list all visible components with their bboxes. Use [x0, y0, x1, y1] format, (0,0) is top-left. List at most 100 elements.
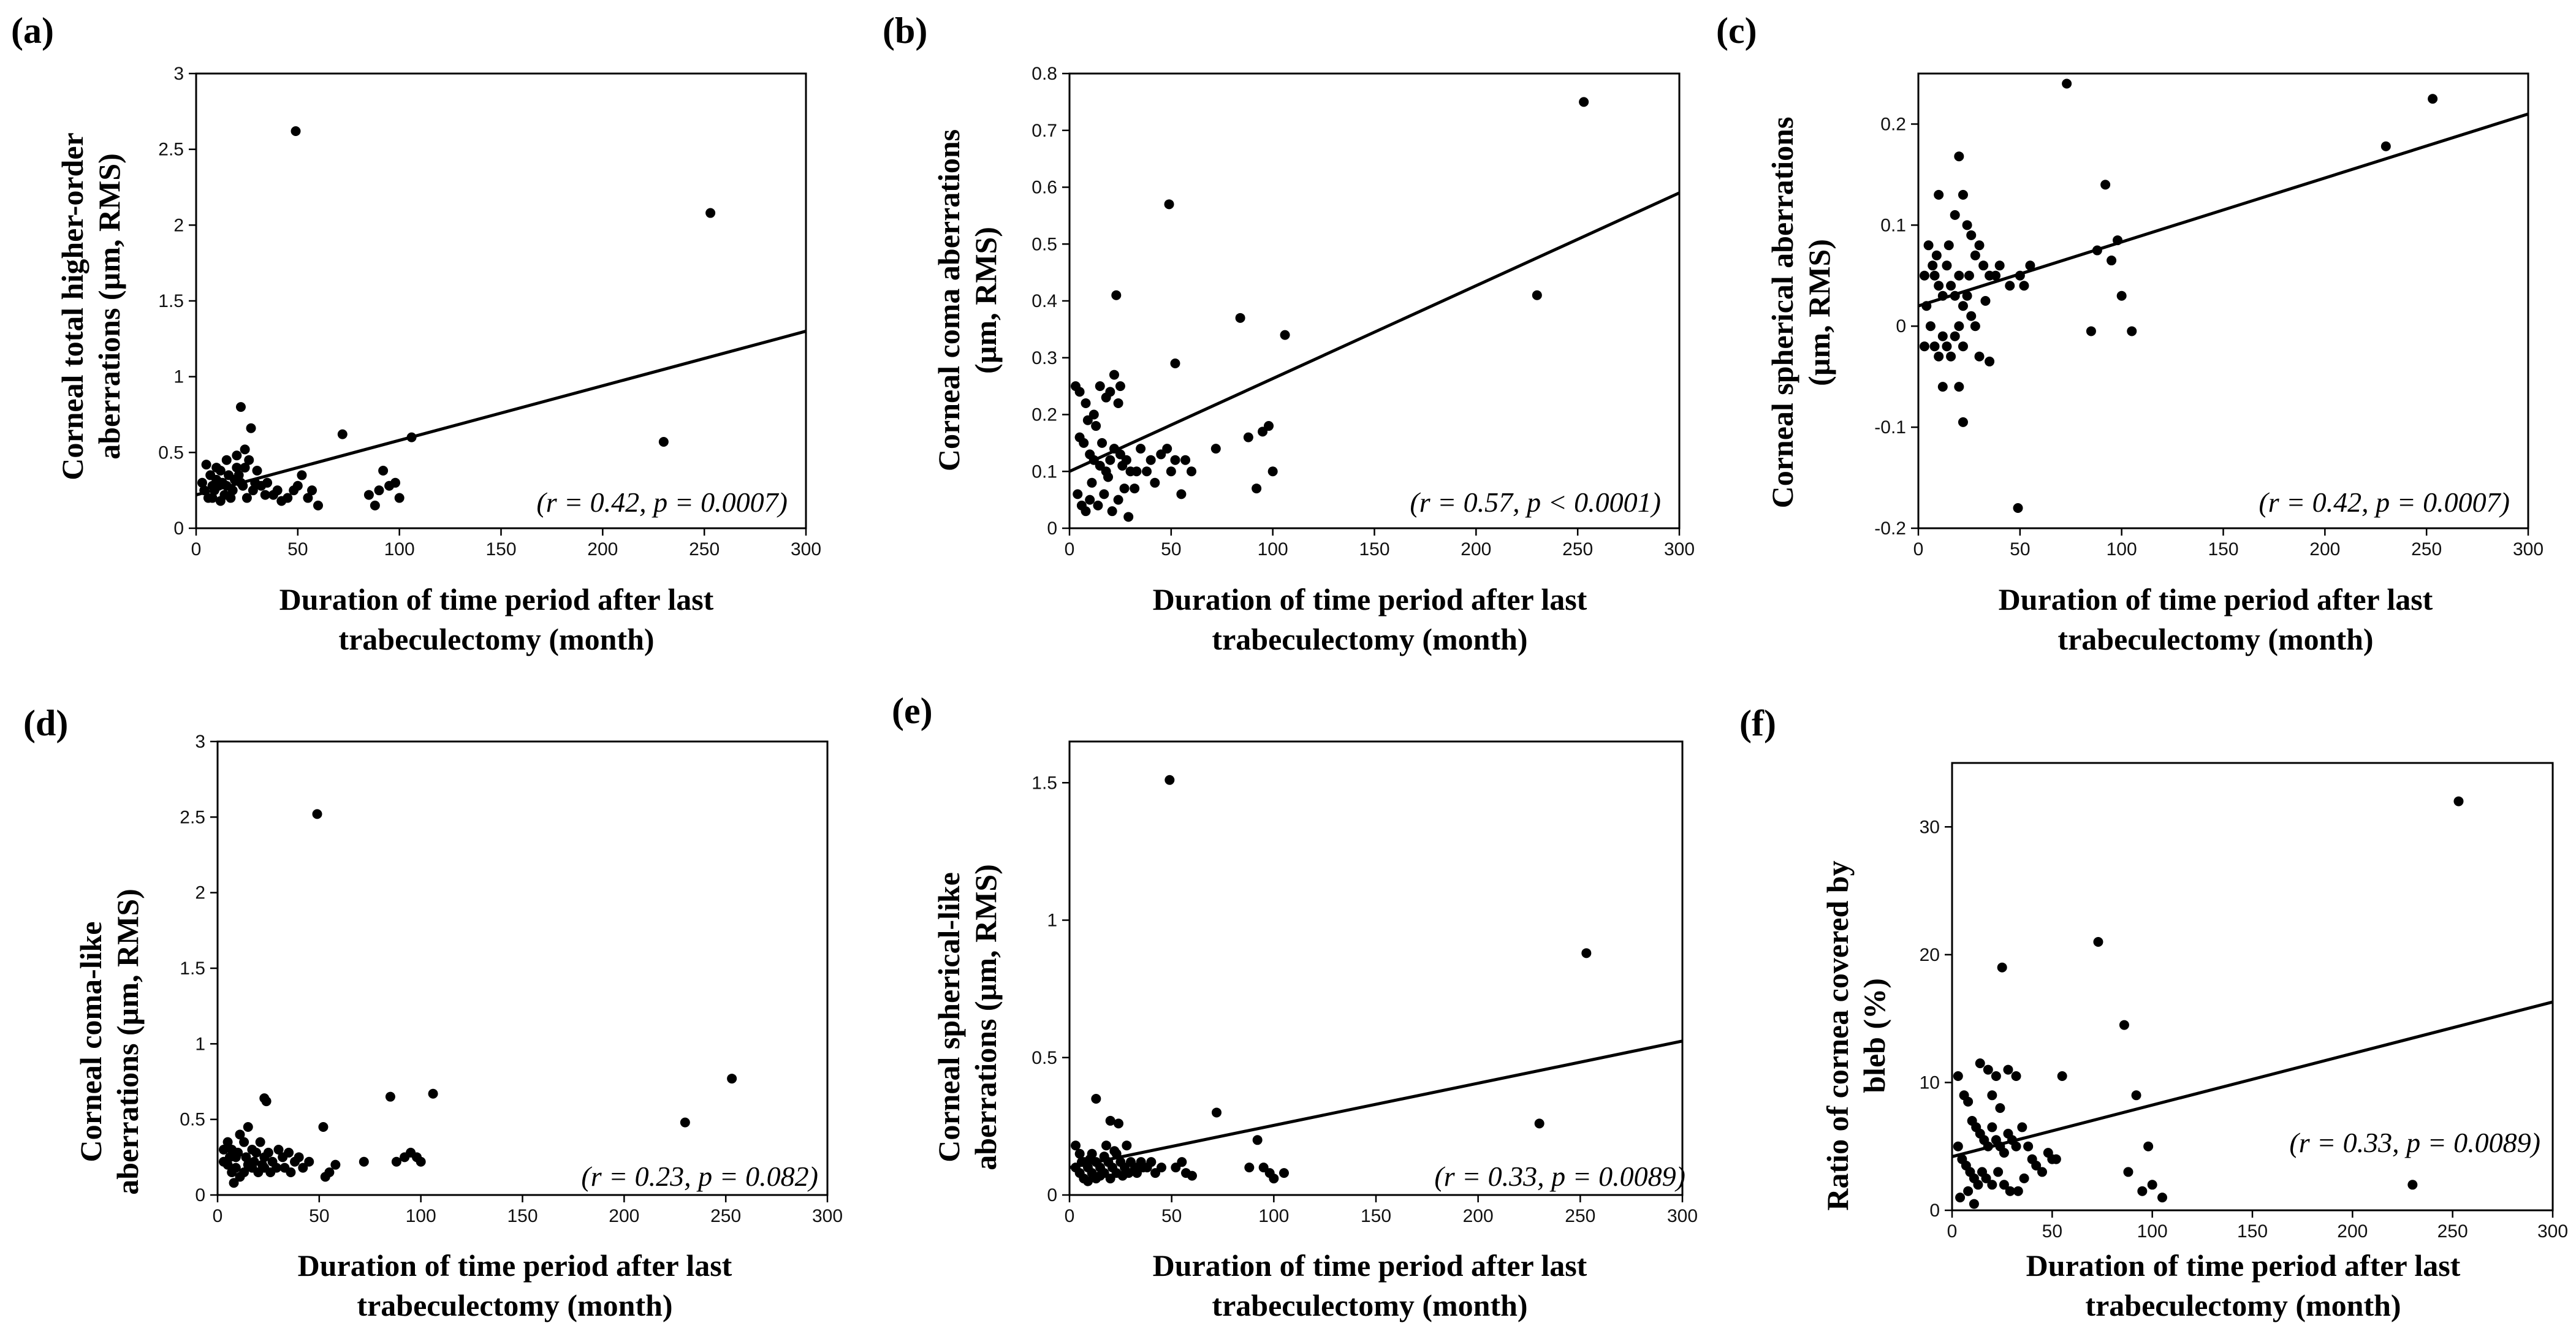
data-point: [680, 1117, 690, 1128]
data-point: [1176, 489, 1187, 499]
y-tick-label: 0.5: [1032, 1048, 1057, 1068]
x-axis-label: Duration of time period after last: [1153, 582, 1587, 616]
panel-label: (f): [1739, 703, 1776, 743]
data-point: [1974, 240, 1985, 251]
data-point: [2025, 260, 2035, 271]
data-point: [1983, 1141, 1993, 1151]
data-point: [1946, 351, 1956, 362]
x-tick-label: 250: [710, 1206, 741, 1226]
data-point: [1532, 290, 1542, 300]
data-point: [303, 493, 313, 503]
data-point: [1985, 356, 1995, 366]
data-point: [2019, 1173, 2029, 1183]
y-tick-label: 0.5: [158, 442, 184, 463]
y-tick-label: 1: [195, 1034, 205, 1054]
data-point: [1117, 460, 1128, 471]
data-point: [230, 1163, 241, 1173]
data-point: [1991, 1071, 2001, 1081]
data-point: [1074, 387, 1085, 397]
y-tick-label: 0.1: [1032, 461, 1057, 482]
data-point: [390, 477, 401, 488]
data-point: [1581, 948, 1592, 958]
data-point: [1123, 512, 1134, 522]
data-point: [1978, 260, 1989, 271]
data-point: [199, 485, 210, 496]
x-tick-label: 50: [1161, 1206, 1182, 1226]
data-point: [1923, 240, 1934, 251]
data-point: [1138, 1163, 1148, 1173]
data-point: [1252, 1135, 1263, 1145]
x-tick-label: 300: [1664, 539, 1695, 559]
data-point: [1950, 290, 1960, 301]
y-tick-label: 20: [1920, 945, 1940, 965]
y-axis-label: bleb (%): [1857, 978, 1891, 1093]
y-axis-label: (µm, RMS): [968, 227, 1003, 374]
data-point: [1122, 1140, 1132, 1151]
data-point: [240, 463, 250, 473]
data-point: [2428, 94, 2438, 104]
x-tick-label: 50: [2042, 1221, 2062, 1242]
data-point: [239, 1137, 249, 1147]
y-axis-label: Corneal spherical aberrations: [1765, 117, 1799, 509]
data-point: [1180, 455, 1191, 465]
data-point: [1958, 341, 1968, 352]
data-point: [1083, 1176, 1093, 1186]
data-point: [2011, 1071, 2021, 1081]
data-point: [1085, 495, 1095, 505]
y-axis-label: Ratio of cornea covered by: [1820, 860, 1855, 1210]
data-point: [406, 432, 417, 442]
data-point: [1974, 351, 1985, 362]
data-point: [2116, 290, 2127, 301]
x-axis-label: trabeculectomy (month): [2057, 622, 2373, 656]
data-point: [1109, 370, 1119, 380]
x-tick-label: 100: [1258, 1206, 1289, 1226]
data-point: [1954, 321, 1964, 332]
data-point: [1954, 382, 1964, 392]
x-axis-label: trabeculectomy (month): [357, 1288, 672, 1322]
y-tick-label: 1.5: [158, 291, 184, 311]
y-tick-label: 30: [1920, 817, 1940, 837]
data-point: [1170, 358, 1180, 369]
data-point: [197, 477, 207, 488]
data-point: [2100, 180, 2111, 190]
data-point: [1115, 381, 1125, 392]
data-point: [248, 485, 258, 496]
data-point: [1081, 398, 1091, 408]
data-point: [218, 1145, 229, 1155]
data-point: [1534, 1118, 1544, 1129]
data-point: [1074, 1148, 1085, 1159]
data-point: [1997, 962, 2007, 973]
data-point: [241, 1152, 251, 1163]
data-point: [1142, 466, 1152, 477]
x-tick-label: 150: [485, 539, 516, 559]
y-tick-label: 2: [195, 883, 205, 903]
data-point: [224, 1152, 235, 1163]
data-point: [2123, 1167, 2133, 1177]
plot-frame: [1068, 740, 1684, 1196]
data-point: [1267, 466, 1278, 477]
y-tick-label: 3: [173, 64, 184, 84]
x-tick-label: 100: [1258, 539, 1288, 559]
x-axis-label: trabeculectomy (month): [1212, 622, 1527, 656]
data-point: [1973, 1180, 1983, 1190]
data-point: [1157, 1163, 1166, 1173]
data-point: [374, 485, 384, 496]
data-point: [1999, 1180, 2009, 1190]
data-point: [2031, 1161, 2042, 1170]
data-point: [250, 477, 260, 488]
data-point: [1950, 210, 1960, 220]
data-point: [416, 1156, 426, 1167]
data-point: [1119, 484, 1130, 494]
data-point: [2057, 1071, 2067, 1081]
data-point: [1921, 301, 1932, 311]
data-point: [263, 1147, 273, 1158]
x-tick-label: 300: [1667, 1206, 1698, 1226]
y-tick-label: -0.1: [1874, 417, 1906, 438]
x-tick-label: 250: [1562, 539, 1593, 559]
data-point: [226, 493, 236, 503]
data-point: [251, 1147, 262, 1158]
data-point: [1101, 1140, 1111, 1151]
y-tick-label: 0.8: [1032, 64, 1057, 84]
data-point: [2051, 1154, 2061, 1164]
data-point: [705, 208, 716, 218]
